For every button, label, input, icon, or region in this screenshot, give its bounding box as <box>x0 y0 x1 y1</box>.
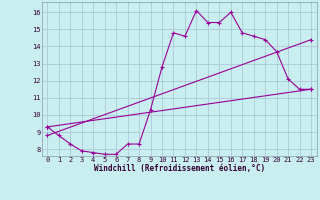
X-axis label: Windchill (Refroidissement éolien,°C): Windchill (Refroidissement éolien,°C) <box>94 164 265 173</box>
